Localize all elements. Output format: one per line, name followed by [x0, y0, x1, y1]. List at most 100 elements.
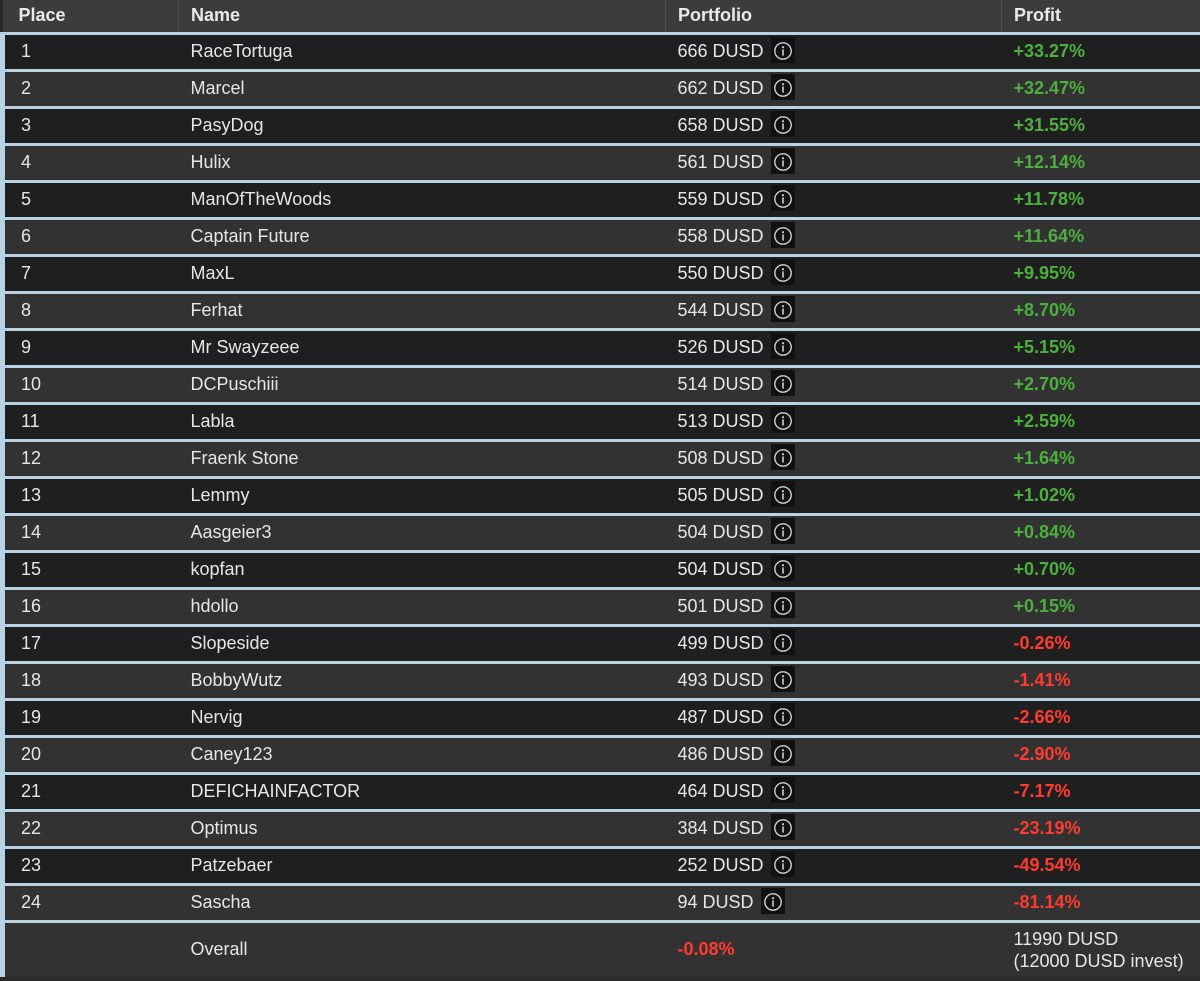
- profit-value: +33.27%: [1001, 33, 1200, 72]
- player-name: kopfan: [178, 551, 666, 590]
- table-row: 6 Captain Future 558 DUSD +11.64%: [0, 218, 1200, 257]
- place-cell: 2: [0, 70, 179, 109]
- profit-value: -2.90%: [1001, 736, 1200, 775]
- info-icon[interactable]: [770, 702, 795, 729]
- info-icon[interactable]: [770, 443, 795, 470]
- portfolio-value: 544 DUSD: [677, 299, 764, 320]
- profit-value: +5.15%: [1001, 329, 1200, 368]
- player-name: Hulix: [178, 144, 666, 183]
- table-row: 16 hdollo 501 DUSD +0.15%: [0, 588, 1200, 627]
- portfolio-value: 561 DUSD: [677, 151, 764, 172]
- table-row: 20 Caney123 486 DUSD -2.90%: [0, 736, 1200, 775]
- place-cell: 4: [0, 144, 179, 183]
- portfolio-value: 493 DUSD: [677, 669, 764, 690]
- portfolio-cell: 514 DUSD: [665, 366, 1002, 405]
- table-row: 14 Aasgeier3 504 DUSD +0.84%: [0, 514, 1200, 553]
- info-icon[interactable]: [770, 739, 795, 766]
- table-row: 24 Sascha 94 DUSD -81.14%: [0, 884, 1200, 923]
- place-cell: 23: [0, 847, 179, 886]
- portfolio-cell: 505 DUSD: [665, 477, 1002, 516]
- portfolio-cell: 493 DUSD: [665, 662, 1002, 701]
- portfolio-cell: 662 DUSD: [665, 70, 1002, 109]
- portfolio-value: 252 DUSD: [677, 854, 764, 875]
- player-name: DCPuschiii: [178, 366, 666, 405]
- portfolio-cell: 666 DUSD: [665, 33, 1002, 72]
- info-icon[interactable]: [770, 295, 795, 322]
- info-icon[interactable]: [770, 591, 795, 618]
- info-icon[interactable]: [770, 665, 795, 692]
- info-icon[interactable]: [770, 554, 795, 581]
- portfolio-value: 666 DUSD: [677, 40, 764, 61]
- profit-value: +12.14%: [1001, 144, 1200, 183]
- profit-value: -81.14%: [1001, 884, 1200, 923]
- portfolio-value: 487 DUSD: [677, 706, 764, 727]
- table-row: 9 Mr Swayzeee 526 DUSD +5.15%: [0, 329, 1200, 368]
- info-icon[interactable]: [770, 369, 795, 396]
- info-icon[interactable]: [770, 258, 795, 285]
- place-cell: 6: [0, 218, 179, 257]
- table-row: 4 Hulix 561 DUSD +12.14%: [0, 144, 1200, 183]
- profit-value: -23.19%: [1001, 810, 1200, 849]
- portfolio-value: 504 DUSD: [677, 558, 764, 579]
- info-icon[interactable]: [770, 628, 795, 655]
- info-icon[interactable]: [770, 517, 795, 544]
- header-profit[interactable]: Profit: [1001, 0, 1200, 35]
- portfolio-cell: 499 DUSD: [665, 625, 1002, 664]
- table-row: 18 BobbyWutz 493 DUSD -1.41%: [0, 662, 1200, 701]
- info-icon[interactable]: [770, 184, 795, 211]
- profit-value: -2.66%: [1001, 699, 1200, 738]
- profit-value: +0.70%: [1001, 551, 1200, 590]
- info-icon[interactable]: [770, 147, 795, 174]
- info-icon[interactable]: [770, 480, 795, 507]
- table-row: 3 PasyDog 658 DUSD +31.55%: [0, 107, 1200, 146]
- info-icon[interactable]: [770, 406, 795, 433]
- place-cell: 8: [0, 292, 179, 331]
- info-icon[interactable]: [770, 776, 795, 803]
- player-name: Optimus: [178, 810, 666, 849]
- info-icon[interactable]: [770, 110, 795, 137]
- info-icon[interactable]: [770, 813, 795, 840]
- place-cell: 15: [0, 551, 179, 590]
- player-name: PasyDog: [178, 107, 666, 146]
- portfolio-value: 658 DUSD: [677, 114, 764, 135]
- info-icon[interactable]: [770, 332, 795, 359]
- portfolio-value: 559 DUSD: [677, 188, 764, 209]
- overall-portfolio-change: -0.08%: [665, 921, 1002, 977]
- header-place[interactable]: Place: [2, 0, 179, 35]
- portfolio-value: 486 DUSD: [677, 743, 764, 764]
- profit-value: -0.26%: [1001, 625, 1200, 664]
- table-row: 15 kopfan 504 DUSD +0.70%: [0, 551, 1200, 590]
- player-name: Lemmy: [178, 477, 666, 516]
- portfolio-cell: 504 DUSD: [665, 551, 1002, 590]
- table-row: 10 DCPuschiii 514 DUSD +2.70%: [0, 366, 1200, 405]
- place-cell: 24: [0, 884, 179, 923]
- place-cell: 20: [0, 736, 179, 775]
- info-icon[interactable]: [770, 221, 795, 248]
- player-name: Ferhat: [178, 292, 666, 331]
- profit-value: +32.47%: [1001, 70, 1200, 109]
- portfolio-cell: 464 DUSD: [665, 773, 1002, 812]
- header-portfolio[interactable]: Portfolio: [665, 0, 1002, 35]
- table-row: 23 Patzebaer 252 DUSD -49.54%: [0, 847, 1200, 886]
- profit-value: +8.70%: [1001, 292, 1200, 331]
- overall-profit-cell: 11990 DUSD (12000 DUSD invest): [1001, 921, 1200, 977]
- table-row: 17 Slopeside 499 DUSD -0.26%: [0, 625, 1200, 664]
- portfolio-cell: 558 DUSD: [665, 218, 1002, 257]
- portfolio-cell: 550 DUSD: [665, 255, 1002, 294]
- portfolio-value: 499 DUSD: [677, 632, 764, 653]
- profit-value: +1.02%: [1001, 477, 1200, 516]
- info-icon[interactable]: [770, 73, 795, 100]
- header-name[interactable]: Name: [178, 0, 666, 35]
- profit-value: +9.95%: [1001, 255, 1200, 294]
- info-icon[interactable]: [770, 850, 795, 877]
- info-icon[interactable]: [770, 36, 795, 63]
- portfolio-value: 504 DUSD: [677, 521, 764, 542]
- table-row: 13 Lemmy 505 DUSD +1.02%: [0, 477, 1200, 516]
- profit-value: -49.54%: [1001, 847, 1200, 886]
- table-row: 2 Marcel 662 DUSD +32.47%: [0, 70, 1200, 109]
- player-name: Fraenk Stone: [178, 440, 666, 479]
- table-row: 5 ManOfTheWoods 559 DUSD +11.78%: [0, 181, 1200, 220]
- place-cell: 7: [0, 255, 179, 294]
- info-icon[interactable]: [760, 887, 785, 914]
- player-name: Caney123: [178, 736, 666, 775]
